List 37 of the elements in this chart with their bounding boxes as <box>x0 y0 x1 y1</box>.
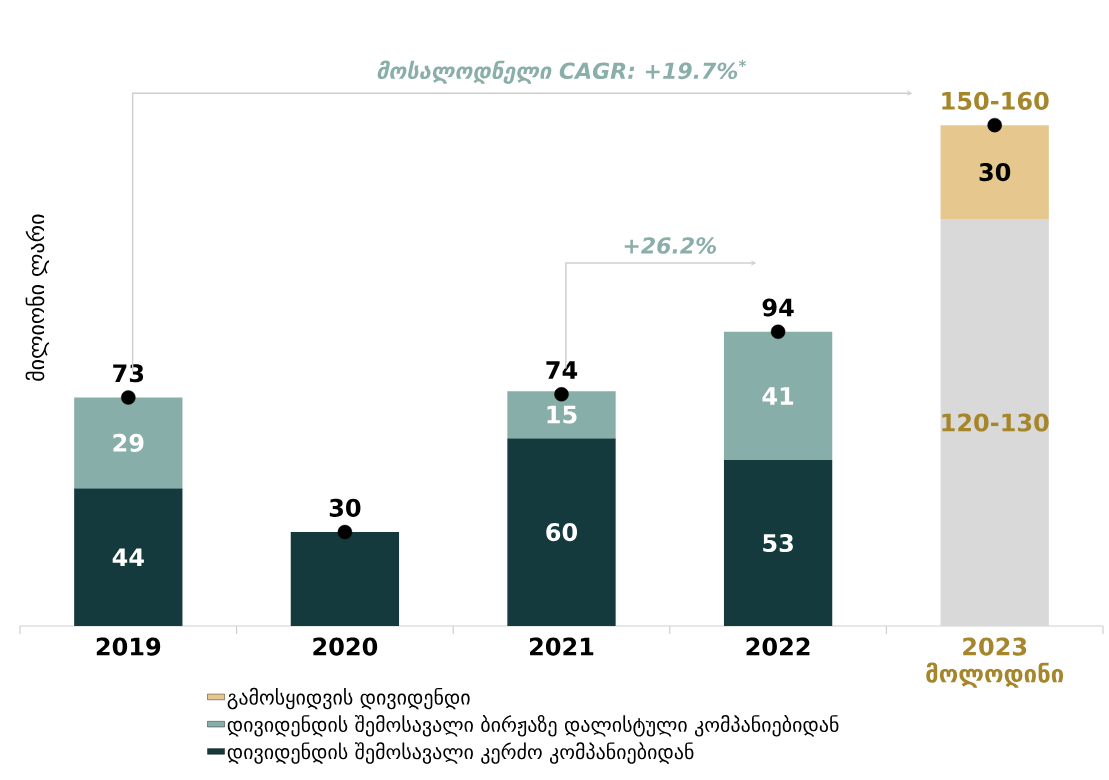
bar <box>507 391 616 439</box>
y-axis-title: მილიონი ლარი <box>25 214 50 381</box>
legend-label: დივიდენდის შემოსავალი ბირჟაზე დალისტული კომპანიებიდან <box>227 715 839 737</box>
x-tick-label: 2023 მოლოდინი <box>926 637 1064 688</box>
point <box>121 390 136 405</box>
bar <box>74 397 183 489</box>
data-label: 53 <box>763 533 793 553</box>
data-label: 120-130 <box>942 413 1049 432</box>
data-label: 30 <box>979 163 1011 182</box>
data-label: 44 <box>112 548 144 566</box>
x-tick-label: 2019 <box>96 637 161 656</box>
x-tick-label: 2020 <box>313 637 378 656</box>
data-label: 30 <box>329 498 361 517</box>
data-label: 150-160 <box>942 91 1049 110</box>
bar <box>74 488 183 626</box>
bar <box>507 438 616 626</box>
point <box>770 324 786 339</box>
point <box>337 524 353 540</box>
annotation: მოსალოდნელი CAGR: +19.7%$^{*}$ <box>377 59 747 84</box>
data-label: 41 <box>762 387 794 405</box>
legend-label: გამოსყიდვის დივიდენდი <box>227 687 470 710</box>
x-tick-label: 2022 <box>746 637 810 656</box>
point <box>987 117 1002 133</box>
bar <box>290 532 400 626</box>
data-label: 15 <box>547 405 577 424</box>
annotation: +26.2% <box>624 237 716 254</box>
data-label: 29 <box>113 433 144 452</box>
data-label: 60 <box>546 523 578 542</box>
data-label: 94 <box>762 298 794 317</box>
bar <box>940 125 1049 220</box>
data-label: 73 <box>113 364 144 383</box>
bar <box>723 331 833 461</box>
data-label: 74 <box>546 361 578 379</box>
legend-label: დივიდენდის შემოსავალი კერძო კომპანიებიდან <box>227 742 694 764</box>
x-tick-label: 2021 <box>530 637 594 656</box>
bar <box>723 460 833 626</box>
point <box>554 387 569 402</box>
